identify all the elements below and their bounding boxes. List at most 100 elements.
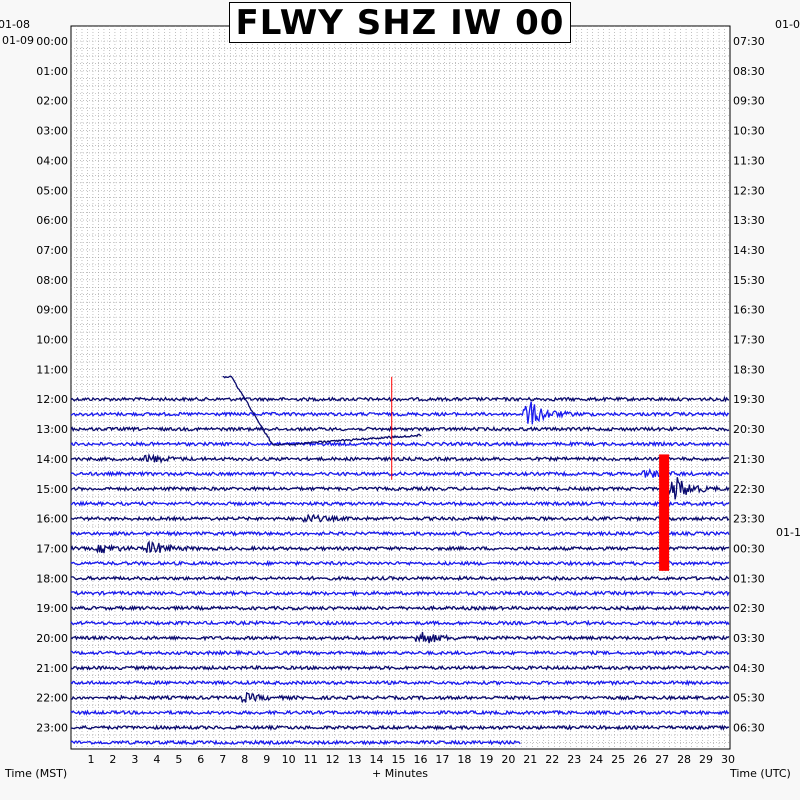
seismic-traces — [70, 375, 730, 746]
x-tick-label: 27 — [655, 753, 669, 766]
x-tick-label: 20 — [501, 753, 515, 766]
x-tick-label: 1 — [87, 753, 94, 766]
right-time-label: 23:30 — [733, 513, 765, 526]
left-time-label: 00:00 — [36, 35, 68, 48]
left-time-label: 06:00 — [36, 214, 68, 227]
left-time-label: 12:00 — [36, 393, 68, 406]
right-time-label: 20:30 — [733, 423, 765, 436]
x-tick-label: 9 — [263, 753, 270, 766]
right-time-label: 03:30 — [733, 632, 765, 645]
left-time-label: 04:00 — [36, 154, 68, 167]
x-tick-label: 14 — [370, 753, 384, 766]
x-tick-label: 21 — [523, 753, 537, 766]
trace-row — [70, 477, 730, 500]
right-time-label: 08:30 — [733, 65, 765, 78]
right-time-label: 22:30 — [733, 483, 765, 496]
trace-row — [70, 649, 730, 657]
trace-row — [70, 724, 730, 732]
x-tick-label: 17 — [435, 753, 449, 766]
trace-row — [70, 664, 730, 672]
chart-title: FLWY SHZ IW 00 — [235, 2, 565, 43]
left-time-label: 15:00 — [36, 483, 68, 496]
right-time-label: 11:30 — [733, 154, 765, 167]
x-tick-label: 2 — [109, 753, 116, 766]
trace-row — [70, 395, 730, 403]
left-time-label: 22:00 — [36, 692, 68, 705]
trace-row — [70, 709, 730, 716]
left-time-label: 01:00 — [36, 65, 68, 78]
trace-row — [70, 679, 730, 687]
left-time-label: 07:00 — [36, 244, 68, 257]
right-time-label: 17:30 — [733, 334, 765, 347]
right-time-label: 16:30 — [733, 304, 765, 317]
trace-row — [70, 604, 730, 612]
trace-row — [70, 500, 730, 508]
x-tick-label: 23 — [567, 753, 581, 766]
trace-row — [70, 560, 730, 567]
x-tick-label: 28 — [677, 753, 691, 766]
right-time-label: 05:30 — [733, 692, 765, 705]
x-tick-label: 30 — [721, 753, 735, 766]
left-time-label: 17:00 — [36, 542, 68, 555]
x-tick-label: 24 — [589, 753, 603, 766]
trace-row — [70, 540, 730, 554]
drift-trace — [222, 375, 422, 447]
left-axis-label: Time (MST) — [4, 767, 67, 780]
right-axis-label: Time (UTC) — [729, 767, 791, 780]
x-tick-label: 18 — [457, 753, 471, 766]
x-tick-label: 6 — [197, 753, 204, 766]
trace-row — [70, 692, 730, 704]
x-tick-label: 5 — [175, 753, 182, 766]
right-time-label: 09:30 — [733, 95, 765, 108]
right-time-label: 15:30 — [733, 274, 765, 287]
left-time-label: 16:00 — [36, 513, 68, 526]
right-time-label: 00:30 — [733, 542, 765, 555]
trace-row — [70, 631, 730, 644]
left-time-label: 20:00 — [36, 632, 68, 645]
right-time-label: 04:30 — [733, 662, 765, 675]
trace-row — [70, 530, 730, 537]
right-time-label: 21:30 — [733, 453, 765, 466]
x-tick-label: 25 — [611, 753, 625, 766]
right-time-label: 01:30 — [733, 572, 765, 585]
trace-row — [70, 440, 730, 448]
right-time-label: 13:30 — [733, 214, 765, 227]
red-marker-bar — [659, 454, 670, 571]
right-time-label: 06:30 — [733, 722, 765, 735]
trace-row — [70, 619, 730, 627]
right-time-label: 02:30 — [733, 602, 765, 615]
x-tick-label: 3 — [131, 753, 138, 766]
left-time-label: 14:00 — [36, 453, 68, 466]
trace-row — [70, 467, 730, 478]
x-tick-labels: 1 2 3 4 5 6 7 8 9 10 11 12 13 14 15 16 17 18 19 20 21 22 23 24 2… — [87, 753, 735, 766]
right-top-date: 01-09 — [775, 18, 800, 31]
right-mid-date: 01-10 — [776, 526, 800, 539]
trace-row — [70, 589, 730, 597]
trace-row — [70, 425, 730, 433]
x-tick-label: 29 — [699, 753, 713, 766]
x-tick-label: 11 — [304, 753, 318, 766]
right-time-label: 10:30 — [733, 125, 765, 138]
left-time-label: 21:00 — [36, 662, 68, 675]
left-time-label: 03:00 — [36, 125, 68, 138]
right-time-label: 19:30 — [733, 393, 765, 406]
trace-row — [70, 452, 729, 464]
x-tick-label: 15 — [392, 753, 406, 766]
right-time-label: 07:30 — [733, 35, 765, 48]
title-box: FLWY SHZ IW 00 — [229, 2, 571, 43]
x-tick-label: 12 — [326, 753, 340, 766]
x-tick-label: 22 — [545, 753, 559, 766]
left-time-label: 19:00 — [36, 602, 68, 615]
x-tick-label: 10 — [282, 753, 296, 766]
left-time-label: 13:00 — [36, 423, 68, 436]
left-time-label: 02:00 — [36, 95, 68, 108]
left-time-label: 10:00 — [36, 334, 68, 347]
trace-row — [70, 574, 730, 582]
left-time-label: 23:00 — [36, 722, 68, 735]
right-time-label: 18:30 — [733, 363, 765, 376]
x-axis-label: + Minutes — [372, 767, 428, 780]
x-tick-label: 26 — [633, 753, 647, 766]
x-tick-label: 19 — [479, 753, 493, 766]
x-tick-label: 4 — [153, 753, 160, 766]
